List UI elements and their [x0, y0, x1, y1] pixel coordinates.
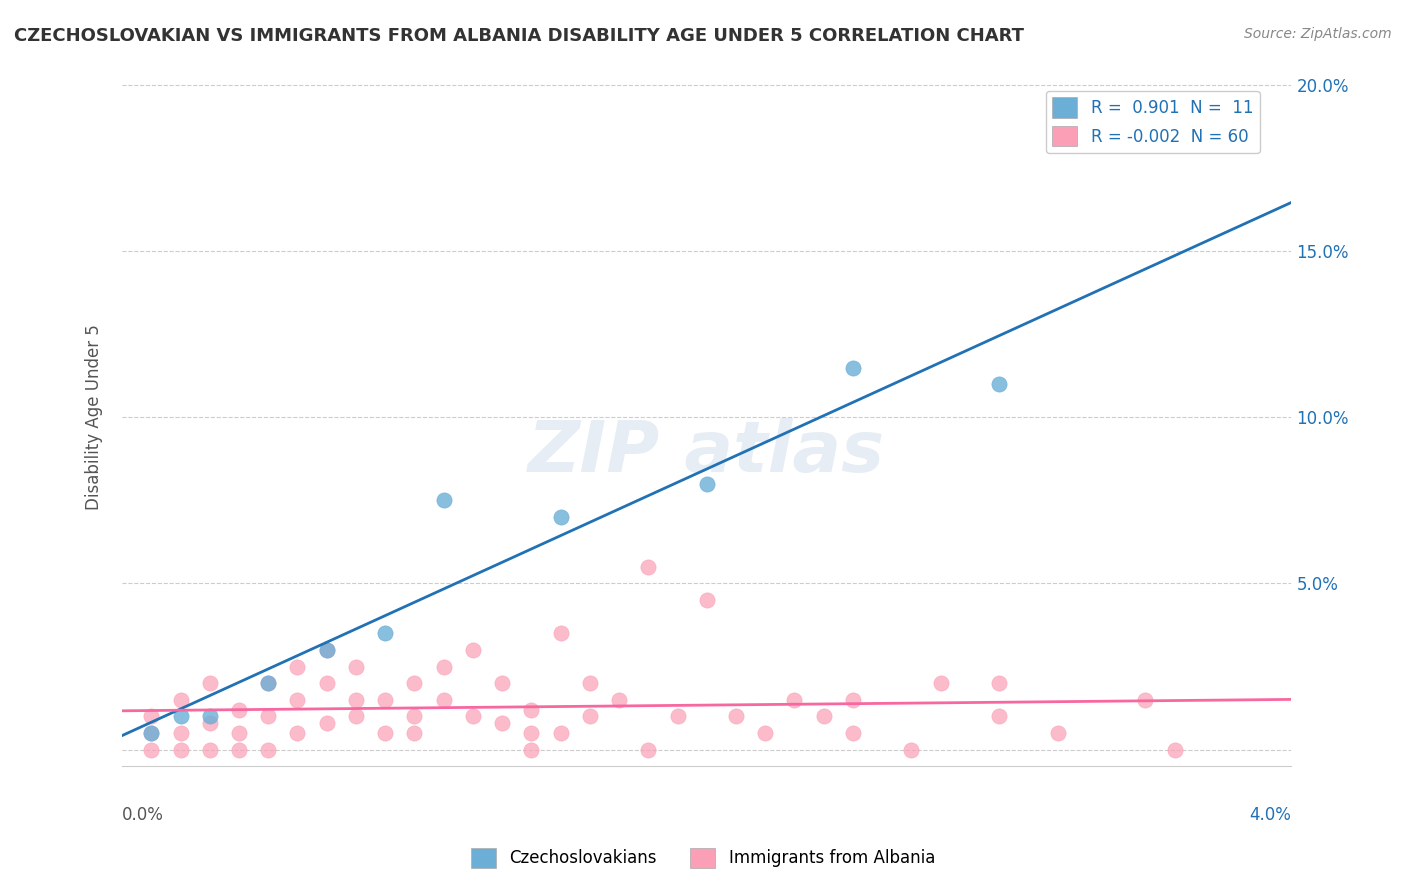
Y-axis label: Disability Age Under 5: Disability Age Under 5 [86, 325, 103, 510]
Point [315, 716, 337, 731]
Point [491, 716, 513, 731]
Point [433, 493, 456, 508]
Point [198, 676, 221, 690]
Point [141, 726, 163, 740]
Point [637, 742, 659, 756]
Point [257, 709, 280, 723]
Point [754, 726, 776, 740]
Text: 0.0%: 0.0% [122, 806, 165, 824]
Point [257, 676, 280, 690]
Point [169, 693, 191, 707]
Point [228, 703, 250, 717]
Text: CZECHOSLOVAKIAN VS IMMIGRANTS FROM ALBANIA DISABILITY AGE UNDER 5 CORRELATION CH: CZECHOSLOVAKIAN VS IMMIGRANTS FROM ALBAN… [14, 27, 1024, 45]
Point [315, 643, 337, 657]
Point [198, 709, 221, 723]
Text: ZIP atlas: ZIP atlas [529, 417, 886, 487]
Point [842, 726, 865, 740]
Point [724, 709, 747, 723]
Point [1046, 726, 1069, 740]
Point [461, 709, 484, 723]
Text: 4.0%: 4.0% [1250, 806, 1292, 824]
Point [666, 709, 689, 723]
Point [374, 626, 396, 640]
Point [578, 676, 600, 690]
Point [315, 676, 337, 690]
Point [169, 709, 191, 723]
Point [404, 709, 426, 723]
Point [374, 726, 396, 740]
Point [929, 676, 952, 690]
Point [344, 709, 367, 723]
Point [491, 676, 513, 690]
Point [578, 709, 600, 723]
Point [257, 676, 280, 690]
Point [228, 742, 250, 756]
Point [637, 560, 659, 574]
Point [433, 693, 456, 707]
Text: Source: ZipAtlas.com: Source: ZipAtlas.com [1244, 27, 1392, 41]
Point [783, 693, 806, 707]
Point [344, 693, 367, 707]
Point [520, 703, 543, 717]
Legend: Czechoslovakians, Immigrants from Albania: Czechoslovakians, Immigrants from Albani… [464, 841, 942, 875]
Legend: R =  0.901  N =  11, R = -0.002  N = 60: R = 0.901 N = 11, R = -0.002 N = 60 [1046, 91, 1260, 153]
Point [520, 726, 543, 740]
Point [813, 709, 835, 723]
Point [287, 726, 309, 740]
Point [1135, 693, 1157, 707]
Point [257, 742, 280, 756]
Point [141, 742, 163, 756]
Point [550, 510, 572, 524]
Point [842, 693, 865, 707]
Point [988, 676, 1011, 690]
Point [404, 676, 426, 690]
Point [169, 742, 191, 756]
Point [433, 659, 456, 673]
Point [842, 360, 865, 375]
Point [696, 593, 718, 607]
Point [141, 726, 163, 740]
Point [344, 659, 367, 673]
Point [550, 626, 572, 640]
Point [287, 693, 309, 707]
Point [696, 476, 718, 491]
Point [461, 643, 484, 657]
Point [169, 726, 191, 740]
Point [988, 709, 1011, 723]
Point [198, 716, 221, 731]
Point [141, 709, 163, 723]
Point [404, 726, 426, 740]
Point [520, 742, 543, 756]
Point [198, 742, 221, 756]
Point [607, 693, 630, 707]
Point [900, 742, 922, 756]
Point [1163, 742, 1185, 756]
Point [287, 659, 309, 673]
Point [374, 693, 396, 707]
Point [315, 643, 337, 657]
Point [550, 726, 572, 740]
Point [988, 377, 1011, 392]
Point [228, 726, 250, 740]
